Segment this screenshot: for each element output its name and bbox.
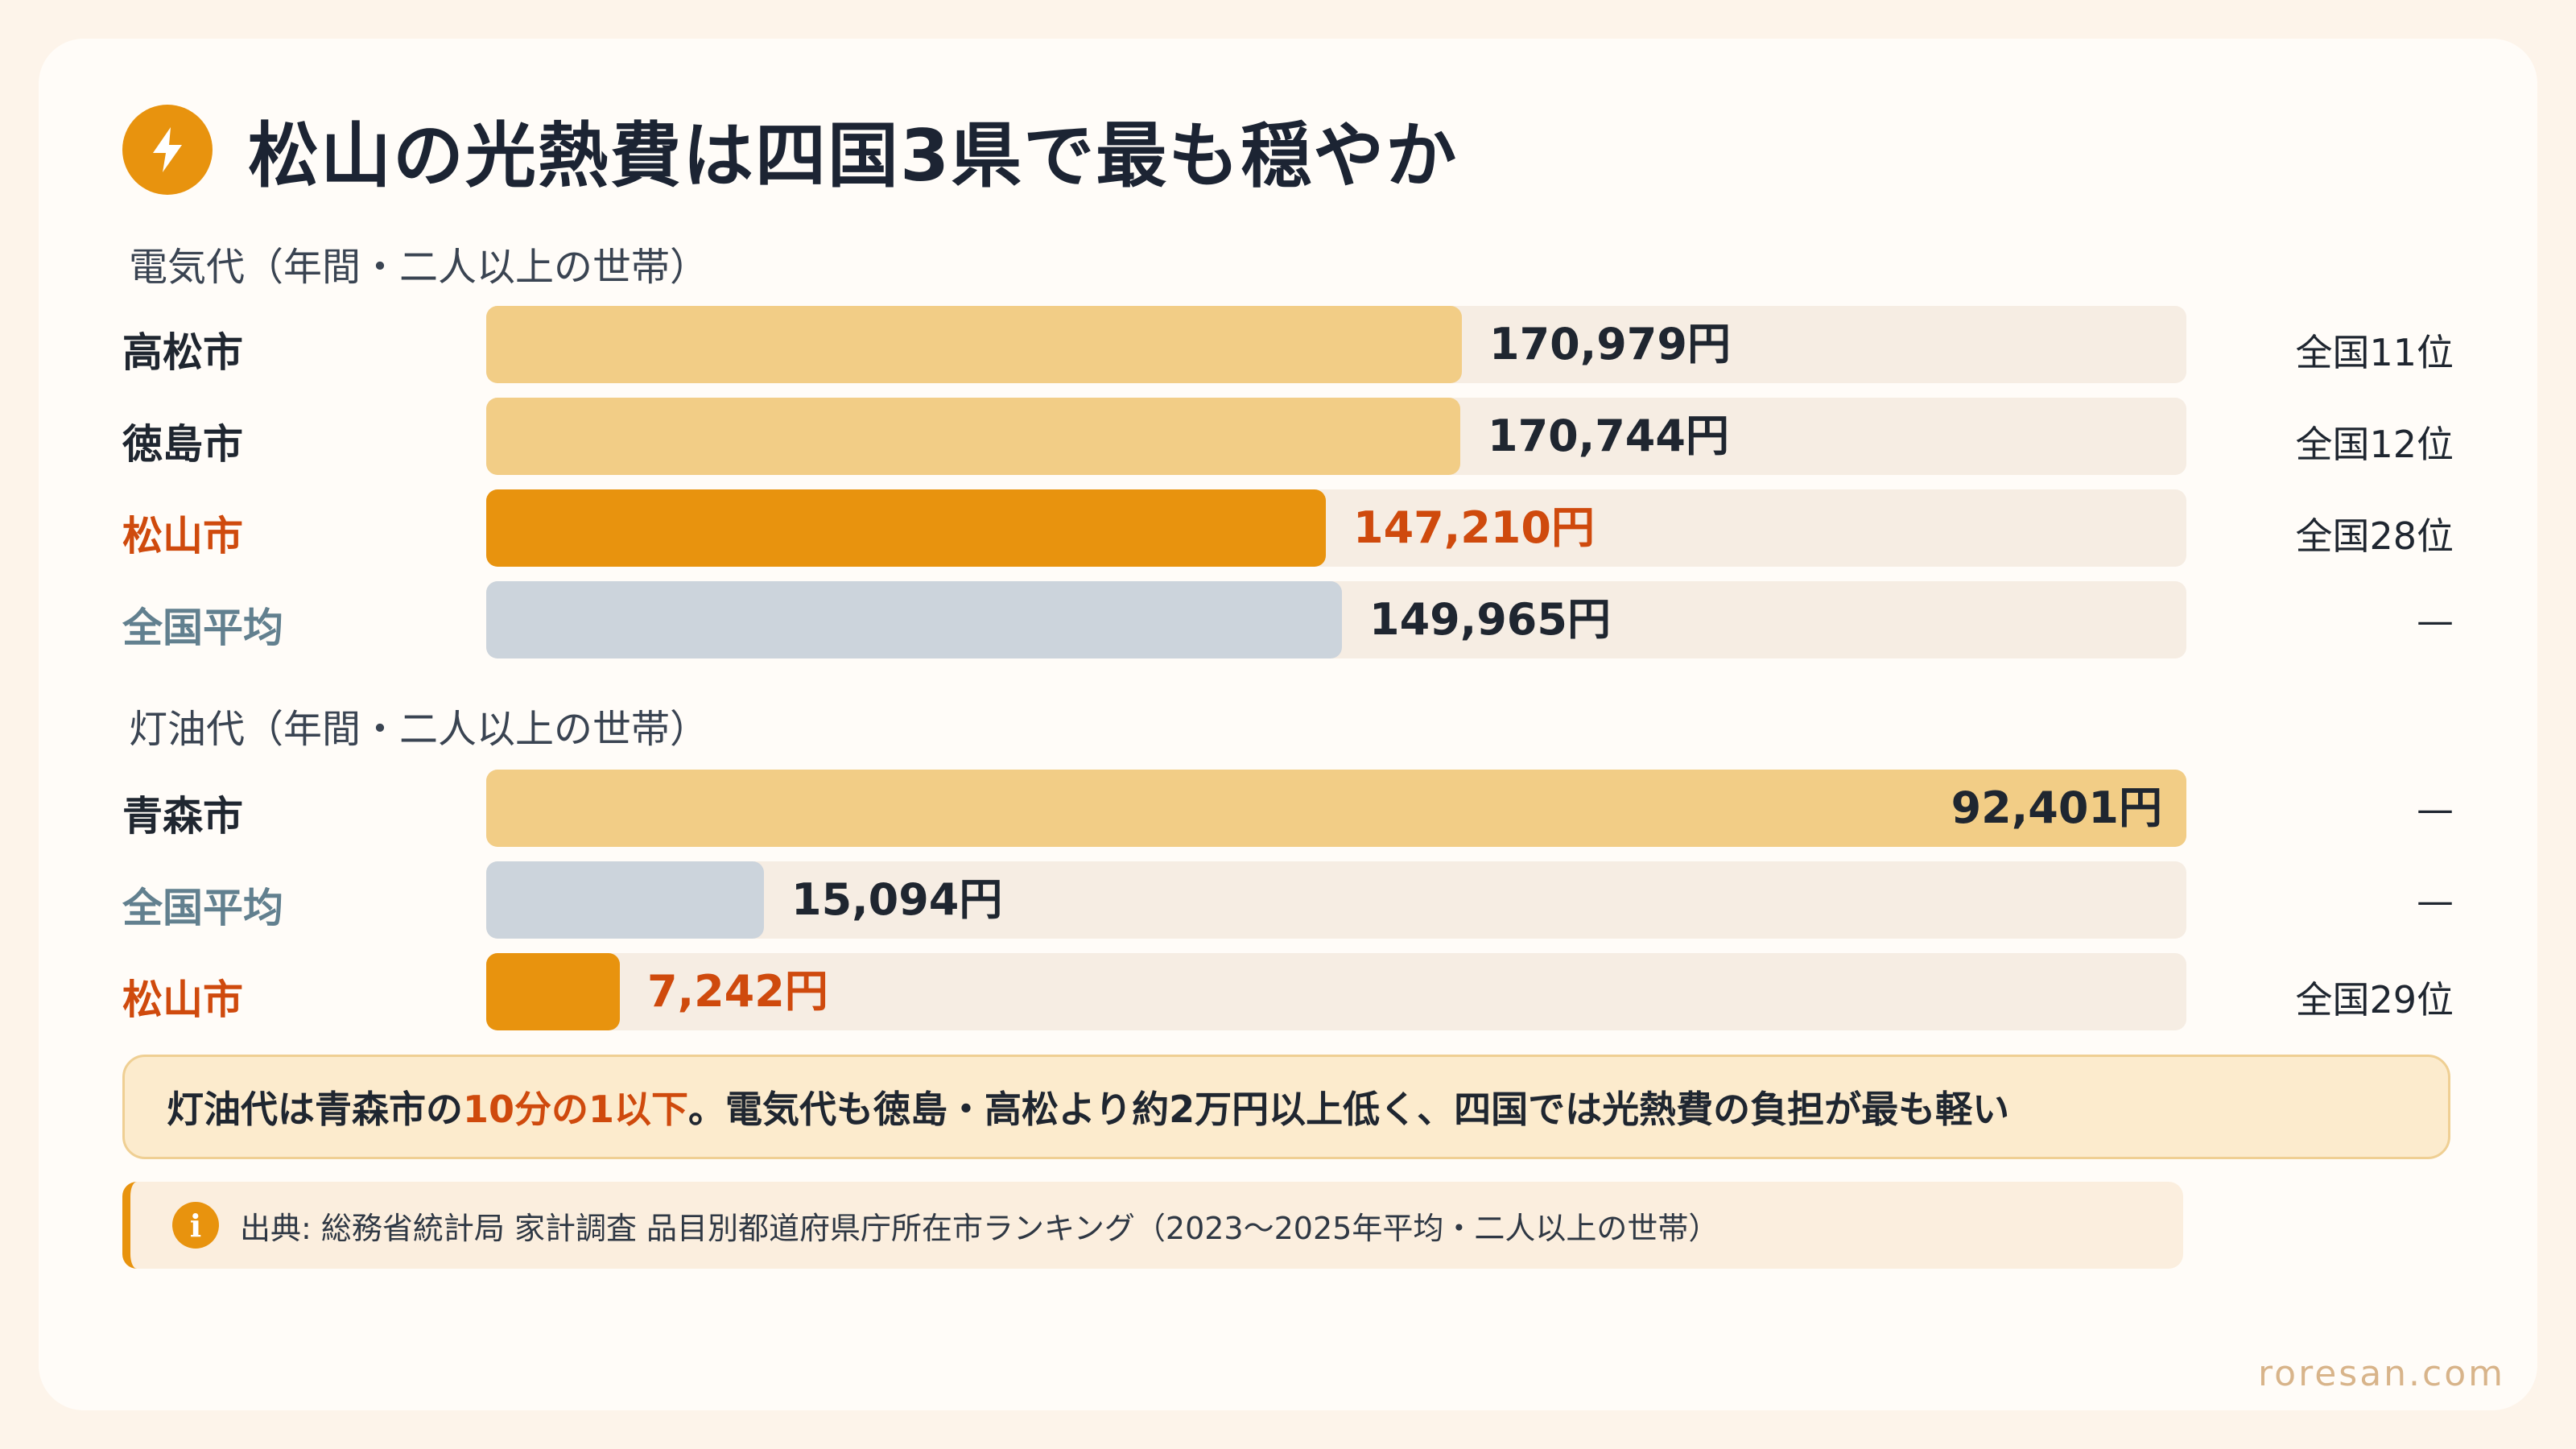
lightning-bolt-icon xyxy=(122,105,213,195)
bar-category-label: 松山市 xyxy=(122,976,243,1023)
bar-value-label: 149,965円 xyxy=(1369,594,1611,645)
info-icon: i xyxy=(172,1202,219,1249)
bar-value-label: 7,242円 xyxy=(647,966,828,1017)
rank-label: — xyxy=(2417,787,2454,831)
bar-category-label: 松山市 xyxy=(122,513,243,559)
bar-category-label: 全国平均 xyxy=(122,605,283,651)
section-title: 灯油代（年間・二人以上の世帯） xyxy=(129,707,709,752)
rank-label: 全国11位 xyxy=(2295,331,2454,374)
bar-track: 149,965円 xyxy=(486,581,2186,658)
bar xyxy=(486,489,1326,567)
summary-note: 灯油代は青森市の 10分の1以下 。電気代も徳島・高松より約2万円以上低く、四国では… xyxy=(122,1055,2450,1159)
note-text-after: 。電気代も徳島・高松より約2万円以上低く、四国では光熱費の負担が最も軽い xyxy=(688,1088,2010,1131)
bar-category-label: 徳島市 xyxy=(122,421,243,468)
bar xyxy=(486,398,1460,475)
rank-label: — xyxy=(2417,879,2454,923)
rank-label: — xyxy=(2417,599,2454,642)
bar-track: 7,242円 xyxy=(486,953,2186,1030)
page-title: 松山の光熱費は四国3県で最も穏やか xyxy=(248,114,1459,197)
source-text: 出典: 総務省統計局 家計調査 品目別都道府県庁所在市ランキング（2023〜20… xyxy=(240,1210,1719,1246)
bar-track: 15,094円 xyxy=(486,861,2186,939)
note-text-before: 灯油代は青森市の xyxy=(167,1088,463,1131)
bar xyxy=(486,861,764,939)
section-title: 電気代（年間・二人以上の世帯） xyxy=(129,245,709,290)
note-text-accent: 10分の1以下 xyxy=(463,1088,689,1131)
bar xyxy=(486,306,1462,383)
bar-track: 170,979円 xyxy=(486,306,2186,383)
title-row: 松山の光熱費は四国3県で最も穏やか xyxy=(122,103,1458,197)
bar-category-label: 高松市 xyxy=(122,329,243,376)
bar-value-label: 170,979円 xyxy=(1489,319,1731,369)
bar-value-label: 15,094円 xyxy=(791,874,1003,925)
bar-track: 170,744円 xyxy=(486,398,2186,475)
bar xyxy=(486,953,620,1030)
bar-value-label: 92,401円 xyxy=(1951,782,2162,833)
bar-category-label: 全国平均 xyxy=(122,885,283,931)
bar-track: 92,401円 xyxy=(486,770,2186,847)
bar-value-label: 170,744円 xyxy=(1488,411,1729,461)
bar xyxy=(486,770,2186,847)
bar-category-label: 青森市 xyxy=(122,793,243,840)
rank-label: 全国29位 xyxy=(2295,978,2454,1022)
bar-track: 147,210円 xyxy=(486,489,2186,567)
bar xyxy=(486,581,1342,658)
rank-label: 全国12位 xyxy=(2295,423,2454,466)
rank-label: 全国28位 xyxy=(2295,514,2454,558)
source-note: i 出典: 総務省統計局 家計調査 品目別都道府県庁所在市ランキング（2023〜… xyxy=(122,1182,2183,1269)
bar-value-label: 147,210円 xyxy=(1353,502,1595,553)
footer-site-name: roresan.com xyxy=(2258,1353,2505,1394)
